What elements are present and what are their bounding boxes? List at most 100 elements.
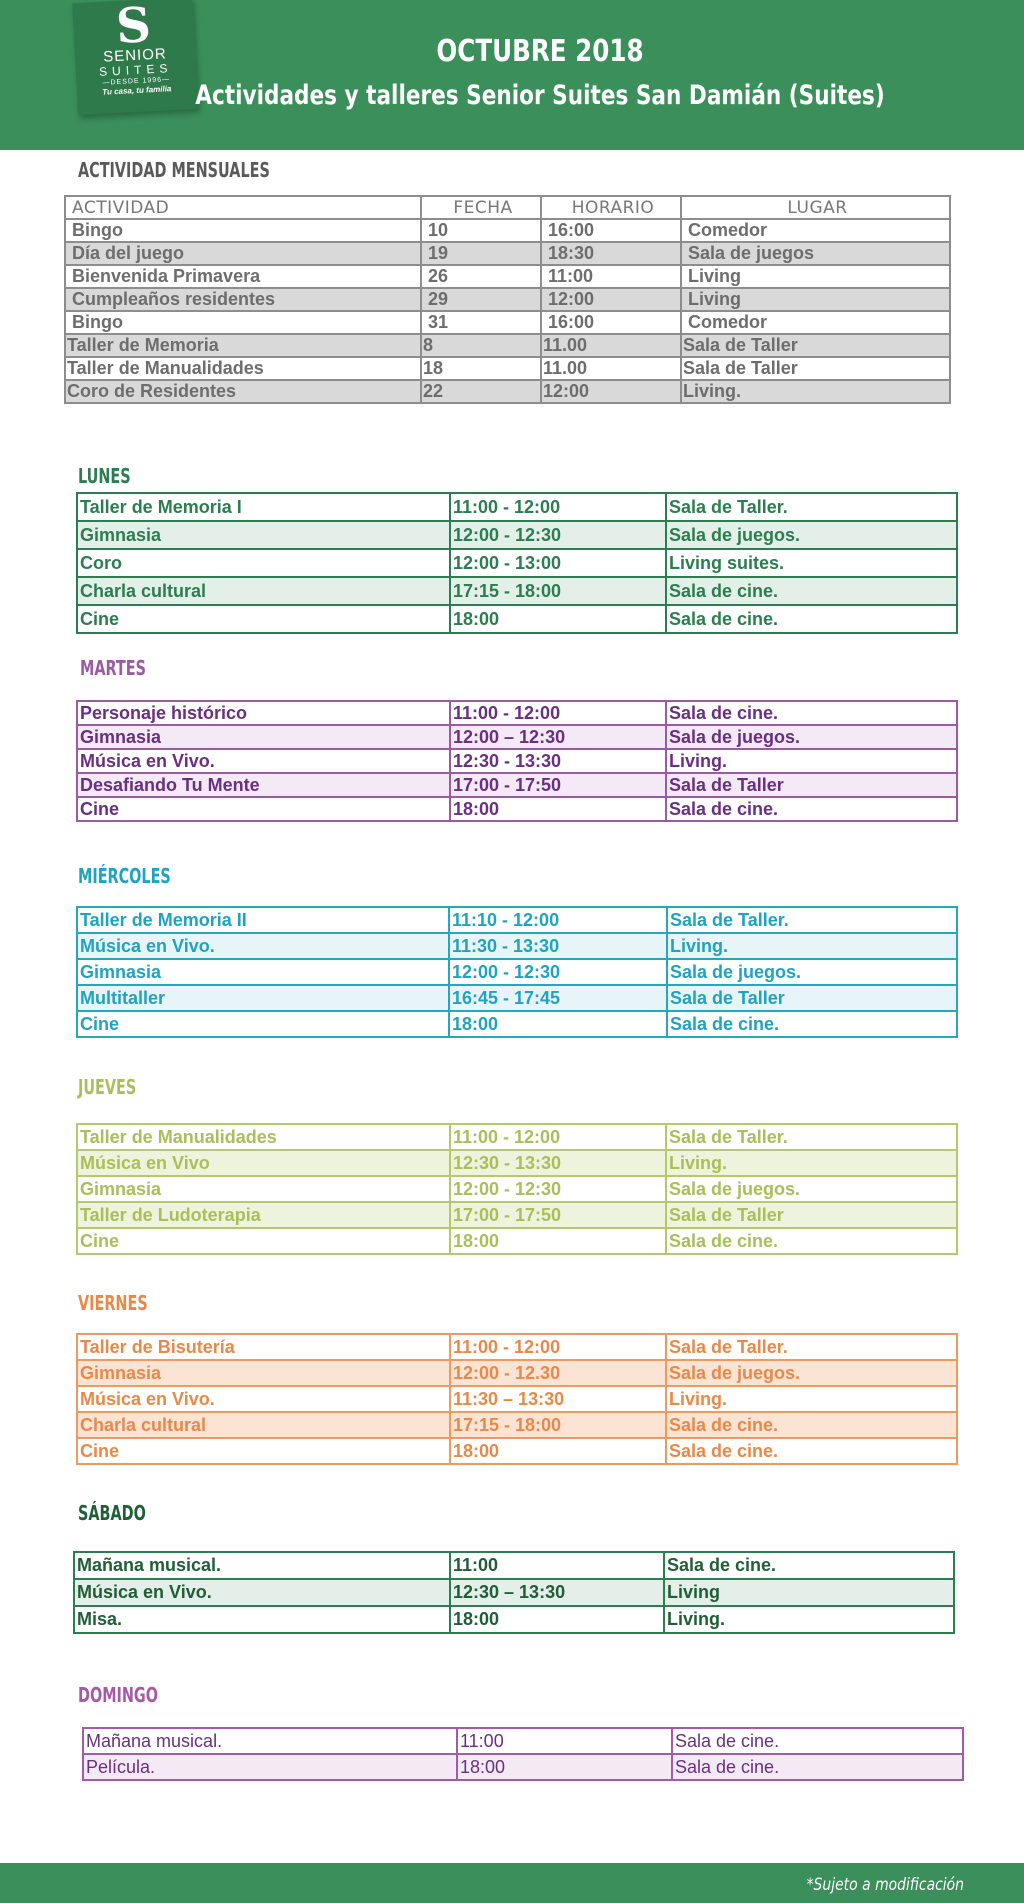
table-row: Taller de Memoria II 11:10 - 12:00 Sala de…: [76, 906, 958, 934]
time-cell: 11:00 - 12:00: [449, 700, 667, 726]
place-cell: Sala de juegos: [680, 241, 951, 266]
place-cell: Living.: [680, 379, 951, 404]
place-cell: Comedor: [680, 218, 951, 243]
activity-cell: Día del juego: [64, 241, 422, 266]
table-row: Bingo 31 16:00 Comedor: [64, 310, 951, 335]
place-cell: Sala de Taller.: [665, 1333, 958, 1361]
date-cell: 22: [420, 379, 542, 404]
time-cell: 18:00: [449, 604, 667, 634]
time-cell: 16:00: [540, 218, 682, 243]
date-cell: 19: [420, 241, 542, 266]
miercoles-section-title: MIÉRCOLES: [78, 864, 171, 888]
place-cell: Sala de juegos.: [665, 1175, 958, 1203]
activity-cell: Película.: [82, 1753, 458, 1781]
jueves-schedule-table: Taller de Manualidades 11:00 - 12:00 Sala …: [76, 1123, 958, 1255]
time-cell: 11:00: [540, 264, 682, 289]
column-header-date: FECHA: [420, 195, 542, 220]
place-cell: Sala de cine.: [665, 604, 958, 634]
column-header-place: LUGAR: [680, 195, 951, 220]
activity-cell: Taller de Bisutería: [76, 1333, 451, 1361]
place-cell: Sala de cine.: [665, 576, 958, 606]
time-cell: 12:00 - 12:30: [449, 1175, 667, 1203]
place-cell: Living.: [665, 1149, 958, 1177]
place-cell: Sala de Taller: [666, 984, 958, 1012]
activity-cell: Bingo: [64, 218, 422, 243]
activity-cell: Gimnasia: [76, 1359, 451, 1387]
date-cell: 10: [420, 218, 542, 243]
activity-cell: Bingo: [64, 310, 422, 335]
place-cell: Sala de cine.: [665, 1411, 958, 1439]
time-cell: 11:00 - 12:00: [449, 492, 667, 522]
activity-cell: Mañana musical.: [82, 1727, 458, 1755]
activity-cell: Coro de Residentes: [64, 379, 422, 404]
table-row: Cine 18:00 Sala de cine.: [76, 1227, 958, 1255]
table-row: Bingo 10 16:00 Comedor: [64, 218, 951, 243]
header-banner: S SENIOR SUITES —DESDE 1996— Tu casa, tu…: [0, 0, 1024, 150]
activity-cell: Taller de Manualidades: [76, 1123, 451, 1151]
table-row: Música en Vivo 12:30 - 13:30 Living.: [76, 1149, 958, 1177]
table-row: Música en Vivo. 11:30 - 13:30 Living.: [76, 932, 958, 960]
viernes-schedule-table: Taller de Bisutería 11:00 - 12:00 Sala de …: [76, 1333, 958, 1465]
domingo-section-title: DOMINGO: [78, 1683, 158, 1707]
table-row: Día del juego 19 18:30 Sala de juegos: [64, 241, 951, 266]
time-cell: 12:00 - 12.30: [449, 1359, 667, 1387]
viernes-section-title: VIERNES: [78, 1291, 148, 1315]
time-cell: 18:00: [449, 1227, 667, 1255]
time-cell: 12:00 – 12:30: [449, 724, 667, 750]
lunes-section-title: LUNES: [78, 464, 131, 488]
activity-cell: Música en Vivo.: [73, 1578, 451, 1607]
table-row: Desafiando Tu Mente 17:00 - 17:50 Sala de …: [76, 772, 958, 798]
date-cell: 29: [420, 287, 542, 312]
place-cell: Living.: [666, 932, 958, 960]
place-cell: Sala de juegos.: [665, 1359, 958, 1387]
place-cell: Sala de cine.: [671, 1753, 964, 1781]
sabado-schedule-table: Mañana musical. 11:00 Sala de cine. Música …: [73, 1551, 955, 1634]
time-cell: 11.00: [540, 333, 682, 358]
place-cell: Sala de cine.: [665, 796, 958, 822]
domingo-schedule-table: Mañana musical. 11:00 Sala de cine. Películ…: [82, 1727, 964, 1781]
place-cell: Comedor: [680, 310, 951, 335]
page-subtitle: Actividades y talleres Senior Suites San…: [195, 80, 885, 111]
activity-cell: Gimnasia: [76, 1175, 451, 1203]
place-cell: Sala de Taller: [680, 333, 951, 358]
table-row: Misa. 18:00 Living.: [73, 1605, 955, 1634]
place-cell: Sala de Taller.: [665, 492, 958, 522]
table-row: Gimnasia 12:00 – 12:30 Sala de juegos.: [76, 724, 958, 750]
activity-cell: Cine: [76, 1437, 451, 1465]
time-cell: 18:00: [449, 1437, 667, 1465]
time-cell: 12:00 - 12:30: [448, 958, 668, 986]
time-cell: 11:30 - 13:30: [448, 932, 668, 960]
time-cell: 17:00 - 17:50: [449, 1201, 667, 1229]
time-cell: 12:00: [540, 287, 682, 312]
time-cell: 17:00 - 17:50: [449, 772, 667, 798]
place-cell: Living suites.: [665, 548, 958, 578]
place-cell: Sala de juegos.: [666, 958, 958, 986]
place-cell: Sala de cine.: [665, 1437, 958, 1465]
table-header-row: ACTIVIDAD FECHA HORARIO LUGAR: [64, 195, 951, 220]
column-header-activity: ACTIVIDAD: [64, 195, 422, 220]
time-cell: 17:15 - 18:00: [449, 1411, 667, 1439]
table-row: Cine 18:00 Sala de cine.: [76, 604, 958, 634]
monthly-activities-table: ACTIVIDAD FECHA HORARIO LUGAR Bingo 10 16:…: [64, 195, 951, 404]
sabado-section-title: SÁBADO: [78, 1501, 146, 1525]
time-cell: 18:00: [449, 796, 667, 822]
miercoles-schedule-table: Taller de Memoria II 11:10 - 12:00 Sala de…: [76, 906, 958, 1038]
place-cell: Living.: [665, 748, 958, 774]
time-cell: 12:00: [540, 379, 682, 404]
place-cell: Sala de cine.: [665, 1227, 958, 1255]
table-row: Cine 18:00 Sala de cine.: [76, 796, 958, 822]
activity-cell: Cine: [76, 796, 451, 822]
martes-schedule-table: Personaje histórico 11:00 - 12:00 Sala de …: [76, 700, 958, 822]
place-cell: Sala de Taller.: [666, 906, 958, 934]
table-row: Taller de Bisutería 11:00 - 12:00 Sala de …: [76, 1333, 958, 1361]
table-row: Taller de Memoria I 11:00 - 12:00 Sala de …: [76, 492, 958, 522]
place-cell: Living: [663, 1578, 955, 1607]
time-cell: 11:00 - 12:00: [449, 1123, 667, 1151]
jueves-section-title: JUEVES: [78, 1075, 137, 1099]
activity-cell: Música en Vivo.: [76, 1385, 451, 1413]
activity-cell: Mañana musical.: [73, 1551, 451, 1580]
activity-cell: Multitaller: [76, 984, 450, 1012]
table-row: Cine 18:00 Sala de cine.: [76, 1437, 958, 1465]
time-cell: 12:30 - 13:30: [449, 1149, 667, 1177]
activity-cell: Misa.: [73, 1605, 451, 1634]
